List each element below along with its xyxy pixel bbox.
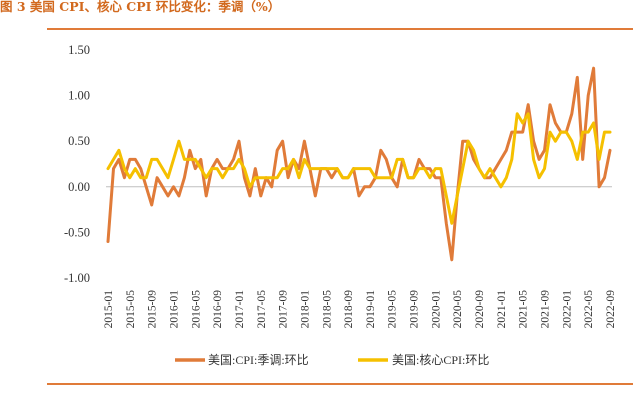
x-tick-label: 2019-01 <box>365 290 377 329</box>
x-tick-label: 2021-05 <box>518 290 530 329</box>
figure-title: 图 3 美国 CPI、核心 CPI 环比变化：季调（%） <box>0 0 281 14</box>
x-tick-label: 2017-09 <box>278 290 290 329</box>
x-tick-label: 2017-05 <box>256 290 268 329</box>
y-tick-label: 1.00 <box>68 89 90 103</box>
x-tick-label: 2018-05 <box>321 290 333 329</box>
x-tick-label: 2016-05 <box>190 290 202 329</box>
x-tick-label: 2021-09 <box>540 290 552 329</box>
x-axis: 2015-01 2015-05 2015-09 2016-01 2016-05 2016-… <box>103 290 617 329</box>
top-divider <box>47 28 633 30</box>
x-tick-label: 2019-05 <box>387 290 399 329</box>
legend: 美国:CPI:季调:环比 美国:核心CPI:环比 <box>175 353 489 367</box>
x-tick-label: 2020-01 <box>430 290 442 329</box>
x-tick-label: 2020-09 <box>474 290 486 329</box>
series-line-1 <box>106 66 612 262</box>
x-tick-label: 2017-01 <box>234 290 246 329</box>
y-tick-label: -0.50 <box>64 225 90 239</box>
x-tick-label: 2020-05 <box>452 290 464 329</box>
x-tick-label: 2018-09 <box>343 290 355 329</box>
y-tick-label: 0.00 <box>68 180 90 194</box>
x-tick-label: 2018-01 <box>299 290 311 329</box>
series-line-2 <box>106 112 612 225</box>
y-tick-label: 1.50 <box>68 43 90 57</box>
x-tick-label: 2015-09 <box>147 290 159 329</box>
x-tick-label: 2015-05 <box>125 290 137 329</box>
y-tick-label: 0.50 <box>68 134 90 148</box>
bottom-divider <box>47 383 633 385</box>
legend-label-2: 美国:核心CPI:环比 <box>392 353 489 367</box>
y-tick-label: -1.00 <box>64 271 90 285</box>
legend-label-1: 美国:CPI:季调:环比 <box>208 353 309 367</box>
x-tick-label: 2015-01 <box>103 290 115 329</box>
x-tick-label: 2022-05 <box>583 290 595 329</box>
plot-area <box>106 66 612 262</box>
x-tick-label: 2019-09 <box>409 290 421 329</box>
x-tick-label: 2022-01 <box>561 290 573 329</box>
x-tick-label: 2016-09 <box>212 290 224 329</box>
x-tick-label: 2021-01 <box>496 290 508 329</box>
x-tick-label: 2022-09 <box>605 290 617 329</box>
y-axis: 1.50 1.00 0.50 0.00 -0.50 -1.00 <box>64 43 90 285</box>
x-tick-label: 2016-01 <box>168 290 180 329</box>
